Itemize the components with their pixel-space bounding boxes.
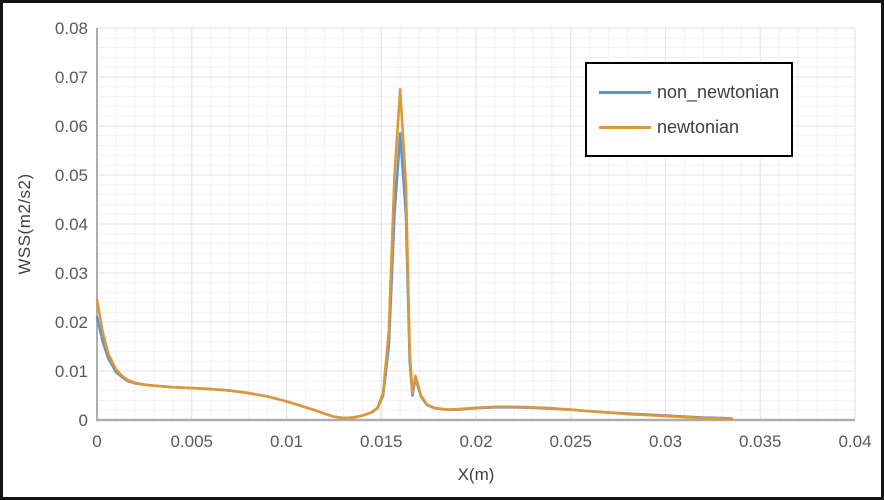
y-tick-label: 0.05 <box>55 166 88 185</box>
wss-line-plot: 0 0.005 0.01 0.015 0.02 0.025 0.03 0.035 0.04 0 0.… <box>55 19 872 451</box>
y-tick-label: 0.02 <box>55 313 88 332</box>
x-tick-label: 0 <box>92 432 101 451</box>
x-tick-label: 0.015 <box>360 432 403 451</box>
y-tick-label: 0.07 <box>55 68 88 87</box>
x-tick-label: 0.035 <box>739 432 782 451</box>
y-tick-label: 0.06 <box>55 117 88 136</box>
legend-line-sample-non-newtonian <box>599 90 651 94</box>
x-tick-label: 0.005 <box>170 432 213 451</box>
legend-entry-non-newtonian: non_newtonian <box>599 82 779 103</box>
x-tick-label: 0.01 <box>270 432 303 451</box>
legend-label-non-newtonian: non_newtonian <box>657 81 780 102</box>
y-tick-label: 0.04 <box>55 215 88 234</box>
x-tick-label: 0.02 <box>459 432 492 451</box>
series-line-newtonian <box>95 88 734 421</box>
legend-entry-newtonian: newtonian <box>599 117 779 138</box>
x-axis-title: X(m) <box>457 465 495 484</box>
y-tick-label: 0.03 <box>55 264 88 283</box>
legend-label-newtonian: newtonian <box>657 116 740 137</box>
x-tick-label: 0.04 <box>838 432 871 451</box>
y-axis-title: WSS(m2/s2) <box>15 173 34 275</box>
y-tick-label: 0 <box>79 411 88 430</box>
legend-line-sample-newtonian <box>599 125 651 129</box>
x-tick-label: 0.03 <box>649 432 682 451</box>
y-tick-label: 0.08 <box>55 19 88 38</box>
x-tick-label: 0.025 <box>549 432 592 451</box>
y-tick-label: 0.01 <box>55 362 88 381</box>
legend: non_newtonian newtonian <box>585 62 793 157</box>
